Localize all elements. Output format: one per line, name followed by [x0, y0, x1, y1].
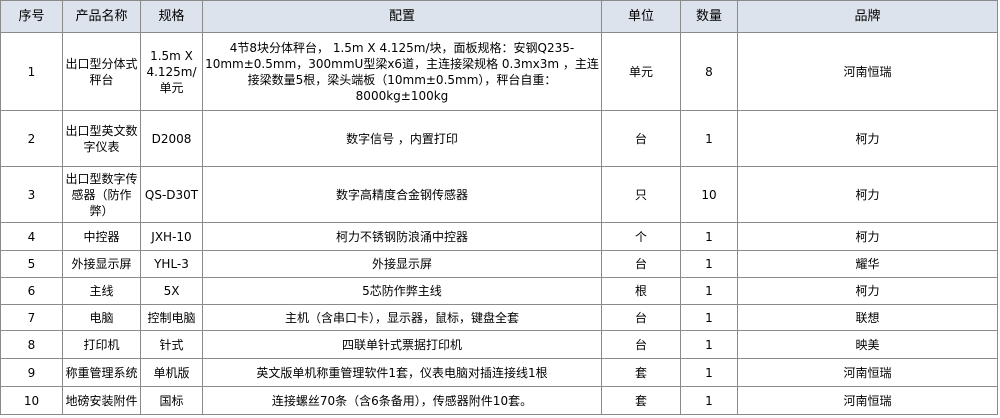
table-cell: 10 — [680, 166, 738, 223]
header-cell: 数量 — [680, 0, 738, 33]
table-cell: 柯力 — [737, 166, 998, 223]
table-cell: 河南恒瑞 — [737, 386, 998, 415]
table-cell: 单机版 — [140, 358, 203, 387]
table-cell: 3 — [0, 166, 63, 223]
table-cell: 1 — [680, 386, 738, 415]
table-row: 8 打印机 针式 四联单针式票据打印机台 1 映美 — [0, 330, 998, 359]
table-cell: 8 — [0, 330, 63, 359]
table-cell: 1 — [0, 32, 63, 111]
table-cell: 套 — [601, 358, 681, 387]
table-cell: 柯力 — [737, 110, 998, 167]
header-cell: 单位 — [601, 0, 681, 33]
table-row: 6 主线 5X 5芯防作弊主线根 1 柯力 — [0, 277, 998, 305]
table-cell: 地磅安装附件 — [62, 386, 141, 415]
table-row: 9 称重管理系统 单机版 英文版单机称重管理软件1套，仪表电脑对插连接线1根套 1 河南恒… — [0, 358, 998, 387]
table-cell: 主机（含串口卡），显示器，鼠标，键盘全套 — [202, 304, 602, 331]
table-cell: 8 — [680, 32, 738, 111]
table-cell: 个 — [601, 222, 681, 251]
table-cell: 联想 — [737, 304, 998, 331]
table-row: 2 出口型英文数字仪表 D2008 数字信号 ，内置打印台 1 柯力 — [0, 110, 998, 167]
table-cell: 映美 — [737, 330, 998, 359]
table-cell: 出口型分体式秤台 — [62, 32, 141, 111]
table-cell: 打印机 — [62, 330, 141, 359]
header-row: 序号 产品名称 规格 配置 单位 数量 品牌 — [0, 0, 998, 33]
table-cell: 1 — [680, 110, 738, 167]
table-cell: 5X — [140, 277, 203, 305]
table-cell: 控制电脑 — [140, 304, 203, 331]
table-cell: 主线 — [62, 277, 141, 305]
header-cell: 配置 — [202, 0, 602, 33]
table-cell: 柯力 — [737, 222, 998, 251]
table-cell: 数字信号 ，内置打印 — [202, 110, 602, 167]
table-row: 1 出口型分体式秤台 1.5m X 4.125m/单元 4节8块分体秤台， 1.5m … — [0, 32, 998, 111]
table-cell: JXH-10 — [140, 222, 203, 251]
table-cell: 只 — [601, 166, 681, 223]
table-cell: QS-D30T — [140, 166, 203, 223]
table-cell: D2008 — [140, 110, 203, 167]
table-cell: 中控器 — [62, 222, 141, 251]
table-cell: 台 — [601, 330, 681, 359]
table-cell: 5 — [0, 250, 63, 278]
table-cell: 出口型英文数字仪表 — [62, 110, 141, 167]
table-row: 3 出口型数字传感器（防作弊） QS-D30T 数字高精度合金钢传感器只 10 柯力 — [0, 166, 998, 223]
table-row: 7 电脑 控制电脑 主机（含串口卡），显示器，鼠标，键盘全套台 1 联想 — [0, 304, 998, 331]
table-cell: 称重管理系统 — [62, 358, 141, 387]
table-cell: 1.5m X 4.125m/单元 — [140, 32, 203, 111]
table-cell: 外接显示屏 — [202, 250, 602, 278]
table-cell: 根 — [601, 277, 681, 305]
table-cell: 四联单针式票据打印机 — [202, 330, 602, 359]
table-cell: 1 — [680, 277, 738, 305]
table-cell: 4 — [0, 222, 63, 251]
table-cell: 英文版单机称重管理软件1套，仪表电脑对插连接线1根 — [202, 358, 602, 387]
table-cell: 1 — [680, 304, 738, 331]
table-cell: 6 — [0, 277, 63, 305]
table-cell: 1 — [680, 222, 738, 251]
table-cell: 1 — [680, 250, 738, 278]
table-cell: 柯力 — [737, 277, 998, 305]
header-cell: 产品名称 — [62, 0, 141, 33]
table-cell: 4节8块分体秤台， 1.5m X 4.125m/块，面板规格：安钢Q235-10… — [202, 32, 602, 111]
table-cell: 1 — [680, 358, 738, 387]
table-cell: 河南恒瑞 — [737, 32, 998, 111]
table-cell: 出口型数字传感器（防作弊） — [62, 166, 141, 223]
table-cell: 单元 — [601, 32, 681, 111]
table-cell: YHL-3 — [140, 250, 203, 278]
header-cell: 品牌 — [737, 0, 998, 33]
table-cell: 台 — [601, 304, 681, 331]
table-cell: 外接显示屏 — [62, 250, 141, 278]
table-cell: 10 — [0, 386, 63, 415]
table-cell: 耀华 — [737, 250, 998, 278]
table-cell: 连接螺丝70条（含6条备用），传感器附件10套。 — [202, 386, 602, 415]
table-row: 10 地磅安装附件 国标 连接螺丝70条（含6条备用），传感器附件10套。套 1 河南恒瑞 — [0, 386, 998, 415]
table-cell: 数字高精度合金钢传感器 — [202, 166, 602, 223]
table-cell: 国标 — [140, 386, 203, 415]
table-cell: 5芯防作弊主线 — [202, 277, 602, 305]
header-cell: 序号 — [0, 0, 63, 33]
table-cell: 1 — [680, 330, 738, 359]
table-cell: 2 — [0, 110, 63, 167]
table-row: 5 外接显示屏 YHL-3 外接显示屏台 1 耀华 — [0, 250, 998, 278]
table-cell: 台 — [601, 110, 681, 167]
table-cell: 台 — [601, 250, 681, 278]
table-cell: 河南恒瑞 — [737, 358, 998, 387]
table-cell: 针式 — [140, 330, 203, 359]
table-row: 4 中控器 JXH-10 柯力不锈钢防浪涌中控器个 1 柯力 — [0, 222, 998, 251]
table-cell: 柯力不锈钢防浪涌中控器 — [202, 222, 602, 251]
table-cell: 电脑 — [62, 304, 141, 331]
header-cell: 规格 — [140, 0, 203, 33]
table-cell: 7 — [0, 304, 63, 331]
table-cell: 套 — [601, 386, 681, 415]
table-cell: 9 — [0, 358, 63, 387]
